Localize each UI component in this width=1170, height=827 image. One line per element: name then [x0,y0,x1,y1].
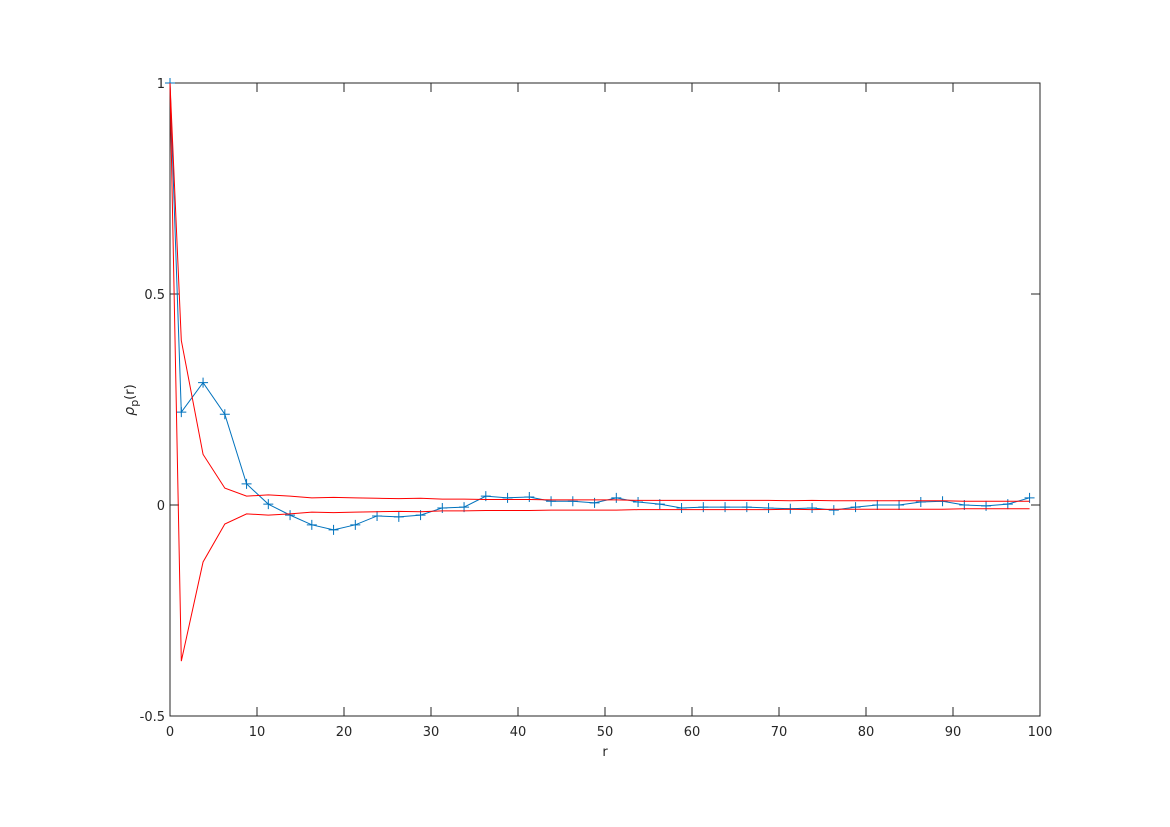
data-point [1002,499,1013,510]
y-tick-label: 1 [157,77,165,92]
data-point [807,502,818,513]
data-point [589,497,600,508]
x-tick-label: 70 [771,725,788,740]
x-tick-label: 90 [945,725,962,740]
data-point [263,499,274,510]
x-tick-label: 60 [684,725,701,740]
data-point [241,478,252,489]
data-point [546,496,557,507]
y-label-symbol: ρ [122,407,138,416]
data-point [894,500,905,510]
data-line [169,82,1030,531]
data-point [198,377,209,388]
y-label-subscript: p [128,400,141,407]
data-point [372,510,383,521]
data-point [502,492,513,503]
data-point [567,496,578,507]
data-point [306,519,317,530]
y-tick-label: 0 [157,499,165,514]
data-point [720,502,731,513]
data-point [676,502,687,513]
data-point [611,492,622,503]
data-point [328,524,339,535]
data-point [350,519,361,530]
y-axis-label: ρp(r) [122,384,141,415]
axes-box [169,82,1041,717]
data-point [981,500,992,511]
x-tick-label: 0 [166,725,174,740]
data-point [633,497,644,508]
y-label-argument: (r) [123,384,138,400]
data-point [741,502,752,513]
data-point [828,505,839,516]
data-point [763,502,774,513]
data-point [219,409,230,420]
data-point [176,407,187,418]
data-point [915,497,926,508]
data-point [393,511,404,522]
data-line [169,82,1030,662]
data-point [524,491,535,502]
x-tick-label: 40 [510,725,527,740]
y-tick-label: 0.5 [144,288,165,303]
x-tick-label: 30 [423,725,440,740]
x-tick-label: 100 [1028,725,1053,740]
data-point [872,500,883,510]
data-point [285,510,296,521]
data-point [698,502,709,513]
y-tick-label: -0.5 [140,710,165,725]
x-tick-label: 10 [249,725,266,740]
data-line [169,82,1030,502]
data-point [850,502,861,513]
x-tick-label: 80 [858,725,875,740]
x-tick-label: 50 [597,725,614,740]
x-tick-label: 20 [336,725,353,740]
x-axis-label: r [602,745,608,760]
